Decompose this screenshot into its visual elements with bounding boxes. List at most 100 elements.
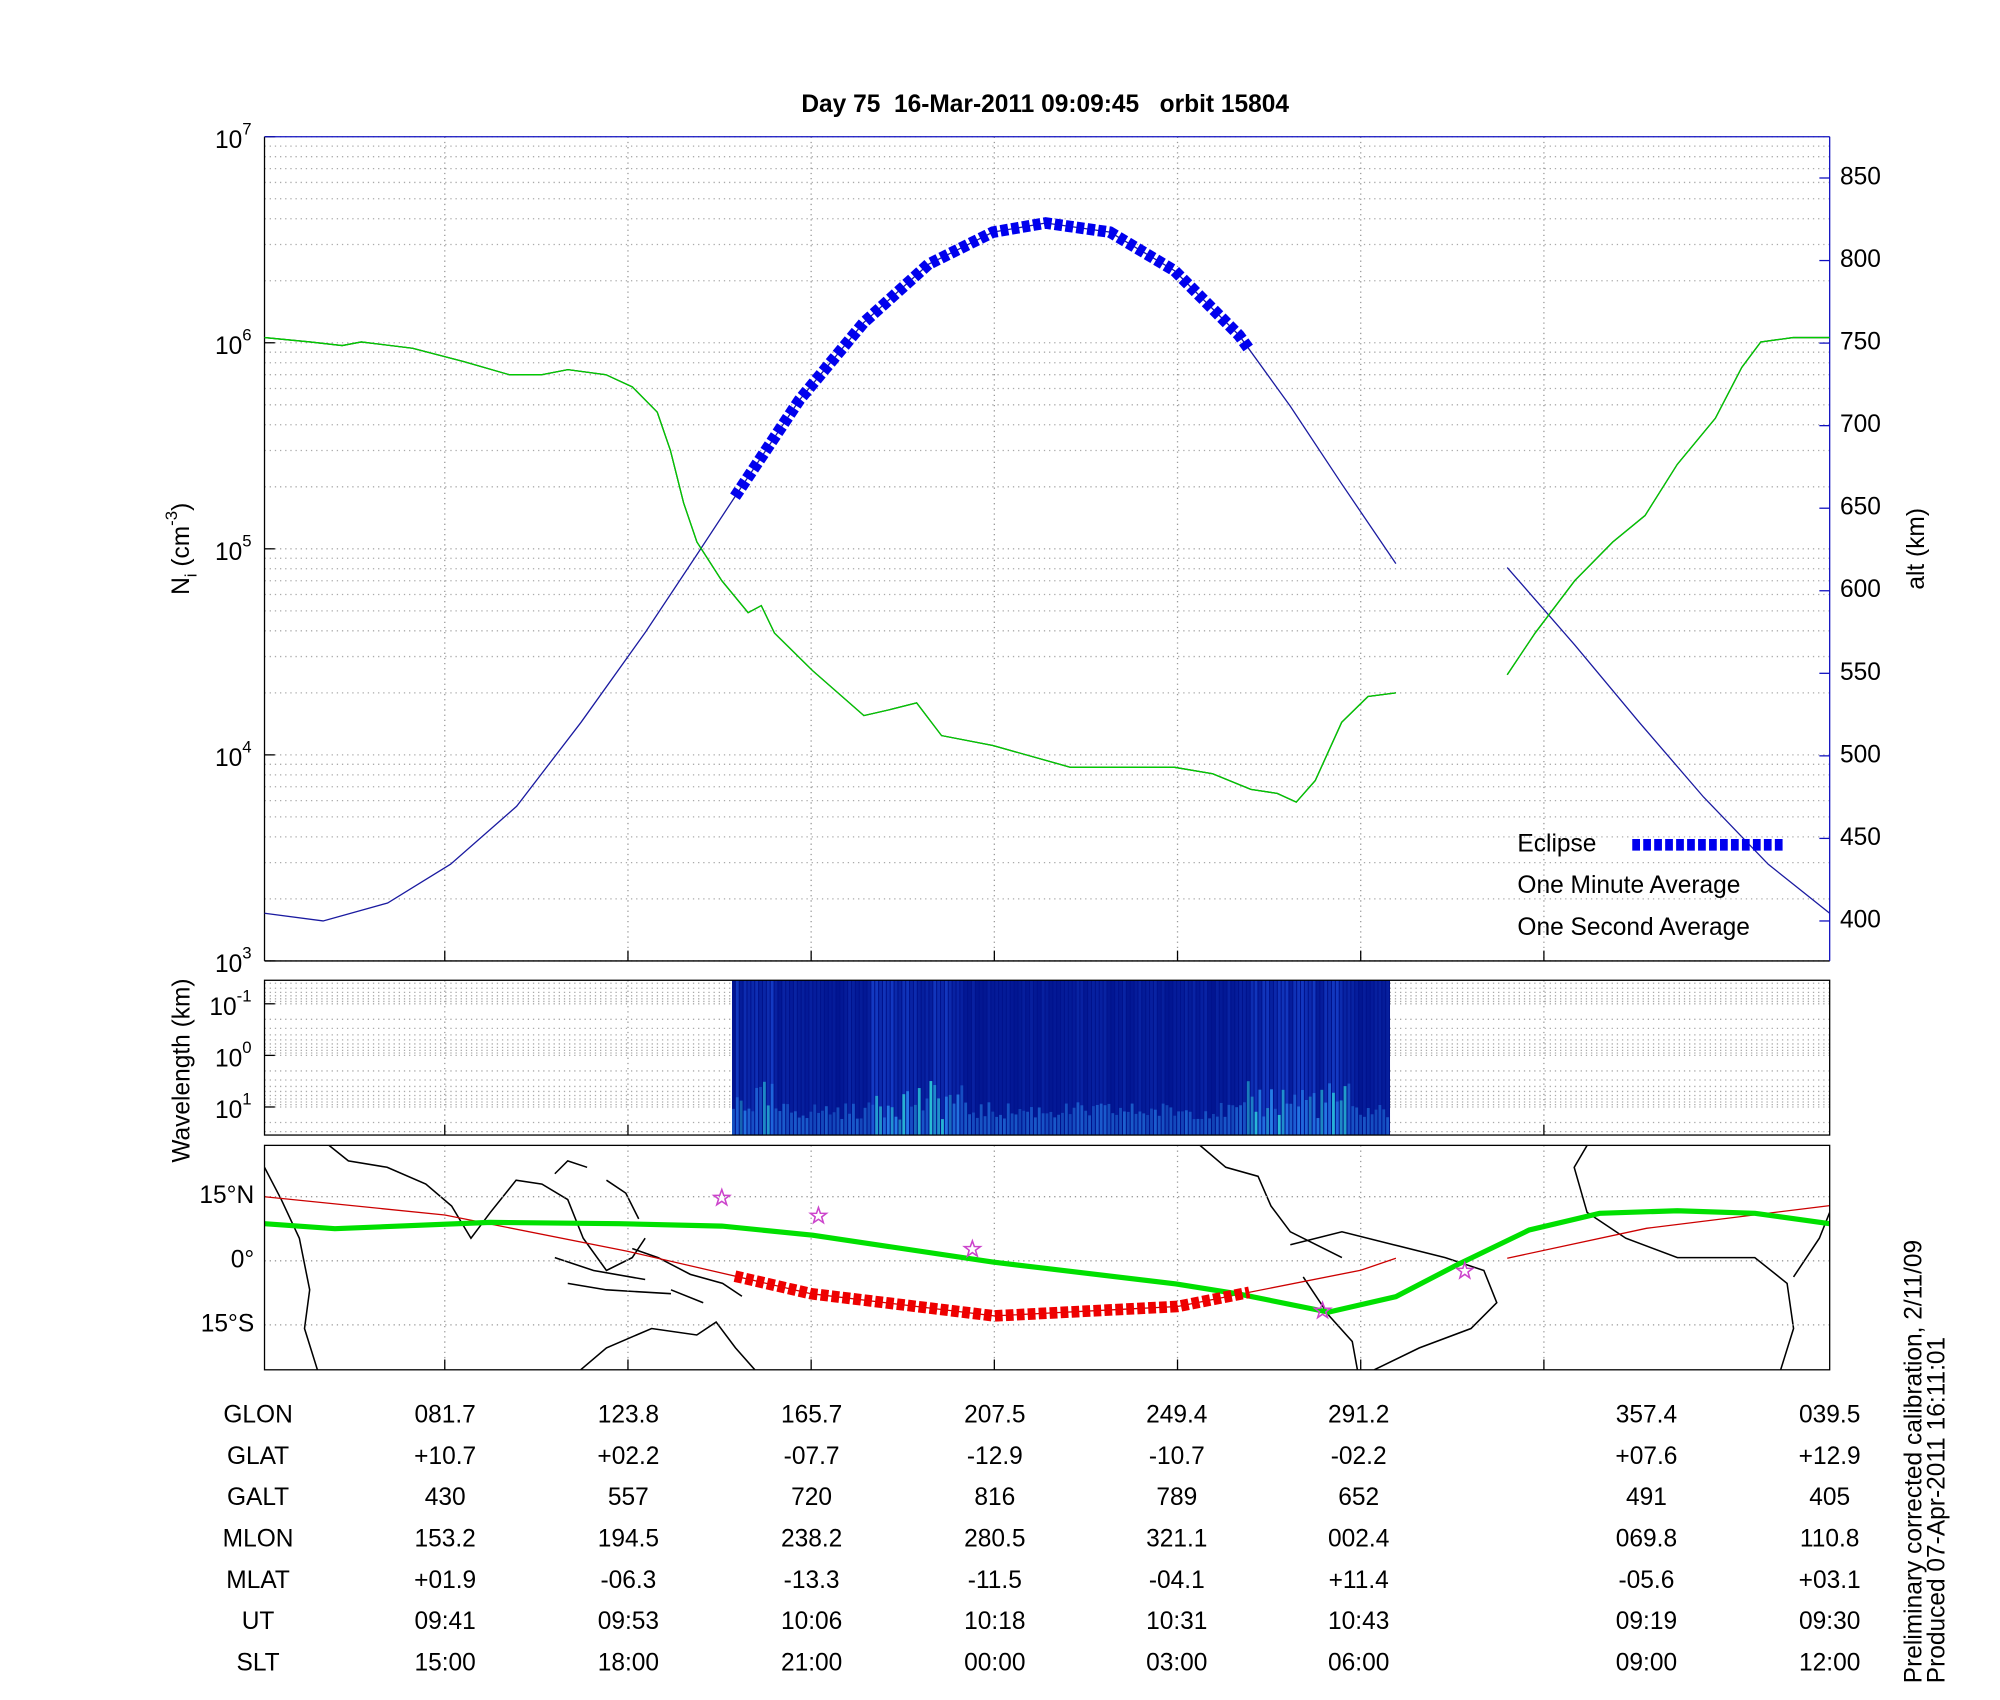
table-cell: +07.6 xyxy=(1615,1443,1677,1470)
spectrogram-texture xyxy=(1045,980,1049,1136)
table-cell: 10:31 xyxy=(1146,1608,1207,1635)
spectrogram-texture xyxy=(987,1102,991,1136)
spectrogram-texture xyxy=(1169,980,1173,1136)
spectrogram-texture xyxy=(1072,980,1076,1136)
spectrogram-texture xyxy=(1088,1115,1091,1136)
spectrogram-texture xyxy=(1157,1115,1161,1136)
tick-exponent: 3 xyxy=(242,944,251,963)
spectrogram-texture xyxy=(824,1106,828,1136)
coastline xyxy=(1290,1230,1498,1370)
spectrogram-texture xyxy=(1165,980,1169,1136)
y2-tick-label: 700 xyxy=(1840,411,1881,438)
spectrogram-texture xyxy=(1002,980,1006,1136)
spectrogram-texture xyxy=(1270,980,1273,1136)
spectrogram-texture xyxy=(882,980,886,1136)
spectrogram-texture xyxy=(828,1114,832,1136)
spectrogram-texture xyxy=(1030,1107,1033,1136)
spectrogram-texture xyxy=(1181,1111,1184,1136)
spectrogram-texture xyxy=(1080,1105,1084,1136)
spectrogram-texture xyxy=(1026,1111,1030,1136)
spectrogram-texture xyxy=(890,980,894,1136)
spectrogram-texture xyxy=(979,980,983,1136)
tick-base: 10 xyxy=(215,1046,242,1073)
y2-axis-label: alt (km) xyxy=(1903,508,1930,590)
table-row-label: GLAT xyxy=(227,1443,289,1470)
spectrogram-texture xyxy=(1339,1100,1343,1136)
spectrogram-texture xyxy=(917,980,921,1136)
spectrogram-texture xyxy=(1061,980,1064,1136)
table-cell: +01.9 xyxy=(414,1567,476,1594)
spectrogram-texture xyxy=(906,980,910,1136)
coastline xyxy=(1573,1145,1795,1370)
spectrogram-texture xyxy=(1084,1110,1088,1136)
spectrogram-texture xyxy=(941,1119,944,1136)
star-marker xyxy=(962,1238,983,1258)
table-cell: 652 xyxy=(1338,1484,1379,1511)
spectrogram-texture xyxy=(1006,980,1010,1136)
table-cell: 09:19 xyxy=(1616,1608,1677,1635)
spectrogram-texture xyxy=(828,980,832,1136)
spectrogram-texture xyxy=(1262,1116,1266,1136)
spectrogram-texture xyxy=(1273,980,1277,1136)
spectrogram-texture xyxy=(1126,980,1130,1136)
spectrogram-texture xyxy=(809,980,813,1136)
table-cell: 21:00 xyxy=(781,1649,842,1676)
spectrogram-texture xyxy=(925,1098,929,1136)
spectrogram-texture xyxy=(1033,1117,1037,1136)
spectrogram-texture xyxy=(1223,1116,1227,1136)
spectrogram-texture xyxy=(793,980,797,1136)
spectrogram-texture xyxy=(1084,980,1088,1136)
spectrogram-texture xyxy=(1301,1089,1304,1136)
y2-tick-label: 550 xyxy=(1840,659,1881,686)
spectrogram-texture xyxy=(852,980,855,1136)
spectrogram-texture xyxy=(1312,1093,1316,1136)
table-cell: -05.6 xyxy=(1619,1567,1675,1594)
y2-tick-label: 600 xyxy=(1840,576,1881,603)
spectrogram-texture xyxy=(1177,980,1181,1136)
spectrogram-texture xyxy=(991,1111,995,1136)
spectrogram-texture xyxy=(1297,980,1301,1136)
spectrogram-texture xyxy=(871,1104,875,1136)
spectrogram-texture xyxy=(1297,1106,1301,1136)
spectrogram-texture xyxy=(1142,980,1146,1136)
spectrogram-texture xyxy=(1130,1103,1134,1136)
spectrogram-texture xyxy=(735,1097,739,1136)
spectrogram-texture xyxy=(1138,1111,1142,1136)
spectrogram-texture xyxy=(1328,1083,1331,1136)
spectrogram-texture xyxy=(1308,1096,1312,1136)
table-row-label: MLAT xyxy=(226,1567,290,1594)
spectrogram-texture xyxy=(983,980,987,1136)
table-cell: -13.3 xyxy=(784,1567,840,1594)
table-row-label: GALT xyxy=(227,1484,289,1511)
spectrogram-texture xyxy=(1281,1089,1285,1136)
spectrogram-texture xyxy=(755,1087,759,1136)
spectrogram-texture xyxy=(879,980,882,1136)
spectrogram-texture xyxy=(1188,980,1192,1136)
spectrogram-texture xyxy=(1242,1102,1246,1136)
spectrogram-texture xyxy=(844,1103,848,1136)
spectrogram-texture xyxy=(1099,980,1103,1136)
tick-base: 10 xyxy=(215,1098,242,1125)
legend-label: One Minute Average xyxy=(1517,872,1740,899)
table-row-label: MLON xyxy=(223,1526,294,1553)
spectrogram-texture xyxy=(836,980,840,1136)
spectrogram-texture xyxy=(774,1108,778,1136)
spectrogram-texture xyxy=(782,1103,786,1136)
spectrogram-texture xyxy=(774,980,778,1136)
table-cell: 15:00 xyxy=(414,1649,475,1676)
spectrogram-texture xyxy=(1382,980,1386,1136)
spectrogram-texture xyxy=(762,980,766,1136)
table-cell: 321.1 xyxy=(1146,1526,1207,1553)
spectrogram-texture xyxy=(1332,980,1335,1136)
y2-tick-label: 750 xyxy=(1840,329,1881,356)
spectrogram-texture xyxy=(1366,1108,1370,1136)
table-cell: -04.1 xyxy=(1149,1567,1205,1594)
spectrogram-texture xyxy=(1115,980,1119,1136)
spectrogram-texture xyxy=(1006,1103,1010,1136)
star-marker xyxy=(1312,1300,1333,1320)
spectrogram-texture xyxy=(1200,980,1204,1136)
spectrogram-texture xyxy=(1037,1107,1041,1136)
table-cell: +03.1 xyxy=(1799,1567,1861,1594)
spectrogram-texture xyxy=(894,1116,898,1136)
